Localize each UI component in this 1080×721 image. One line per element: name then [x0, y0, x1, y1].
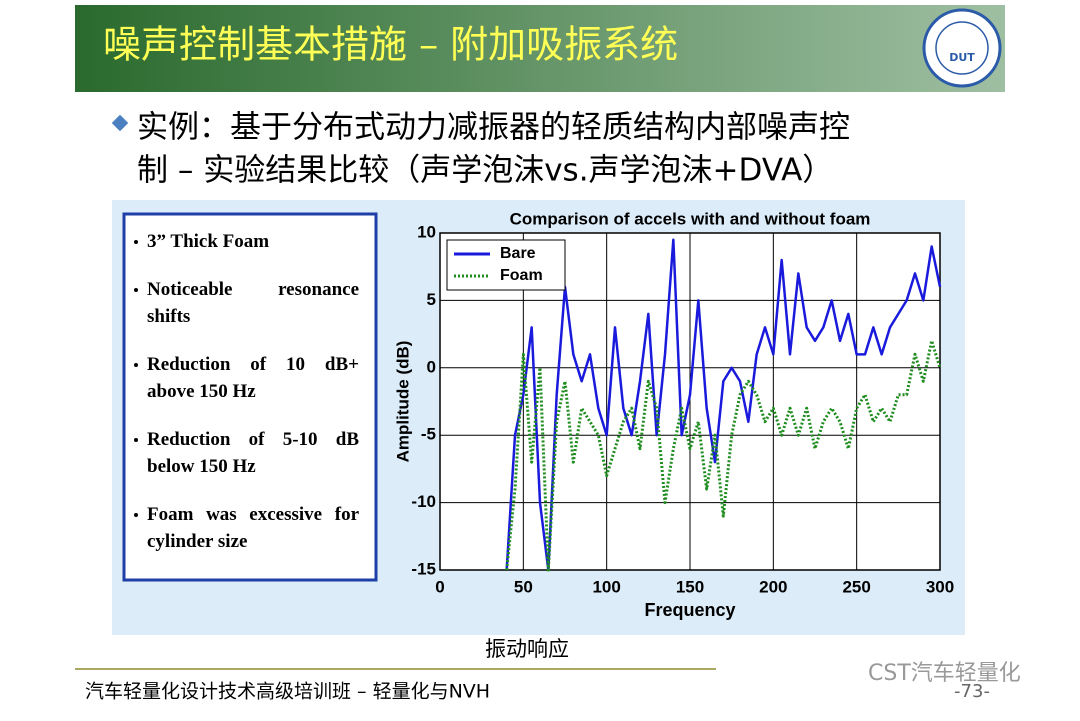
- header-bar: [75, 5, 1005, 92]
- y-tick-label: 10: [417, 222, 436, 241]
- y-tick-label: 5: [427, 290, 436, 309]
- slide-title: 噪声控制基本措施 – 附加吸振系统: [103, 23, 678, 67]
- note-text: Foam was excessive for cylinder size: [147, 504, 359, 552]
- logo-text: DUT: [949, 51, 975, 64]
- y-tick-label: 0: [427, 357, 436, 376]
- note-dot: [134, 363, 138, 367]
- x-tick-label: 200: [759, 577, 787, 596]
- note-text: Reduction of 10 dB+ above 150 Hz: [147, 354, 359, 402]
- notes: 3” Thick Foam Noticeable resonance shifts…: [133, 228, 359, 576]
- note-dot: [134, 288, 138, 292]
- watermark: CST汽车轻量化: [868, 661, 1021, 686]
- x-axis-label: Frequency: [644, 600, 735, 620]
- note-text: Noticeable resonance shifts: [147, 279, 359, 327]
- x-tick-label: 100: [592, 577, 620, 596]
- plot-frame: [439, 232, 941, 571]
- legend-label: Foam: [500, 267, 543, 284]
- note-dot: [134, 438, 138, 442]
- note: Reduction of 5-10 dB below 150 Hz: [133, 426, 359, 480]
- notes-box: [122, 212, 378, 582]
- x-tick-label: 300: [926, 577, 954, 596]
- bullet-icon: [111, 114, 129, 132]
- y-tick-label: -5: [421, 425, 436, 444]
- note-text: Reduction of 5-10 dB below 150 Hz: [147, 429, 359, 477]
- x-tick-label: 250: [842, 577, 870, 596]
- x-tick-label: 50: [514, 577, 533, 596]
- x-tick-label: 150: [676, 577, 704, 596]
- note-dot: [134, 240, 138, 244]
- legend-label: Bare: [500, 245, 536, 262]
- legend-box: [446, 239, 566, 291]
- bullet-line: 实例：基于分布式动力减振器的轻质结构内部噪声控: [137, 110, 850, 146]
- chart-title: Comparison of accels with and without fo…: [510, 209, 871, 228]
- note-dot: [134, 513, 138, 517]
- x-tick-label: 0: [435, 577, 444, 596]
- caption: 振动响应: [485, 637, 569, 661]
- logo: [922, 8, 1002, 88]
- logo-ring: [935, 21, 989, 75]
- note: Noticeable resonance shifts: [133, 276, 359, 330]
- note: Reduction of 10 dB+ above 150 Hz: [133, 351, 359, 405]
- y-axis-label: Amplitude (dB): [393, 341, 412, 463]
- footer-text: 汽车轻量化设计技术高级培训班 – 轻量化与NVH: [85, 681, 490, 703]
- page-number: -73-: [954, 681, 990, 702]
- series-line: [505, 238, 942, 572]
- note: 3” Thick Foam: [133, 228, 359, 255]
- y-tick-label: -15: [411, 559, 436, 578]
- y-tick-label: -10: [411, 492, 436, 511]
- note: Foam was excessive for cylinder size: [133, 501, 359, 555]
- note-text: 3” Thick Foam: [147, 231, 270, 252]
- bullet-line: 制 – 实验结果比较（声学泡沫vs.声学泡沫+DVA）: [137, 153, 833, 189]
- series-line: [505, 339, 942, 572]
